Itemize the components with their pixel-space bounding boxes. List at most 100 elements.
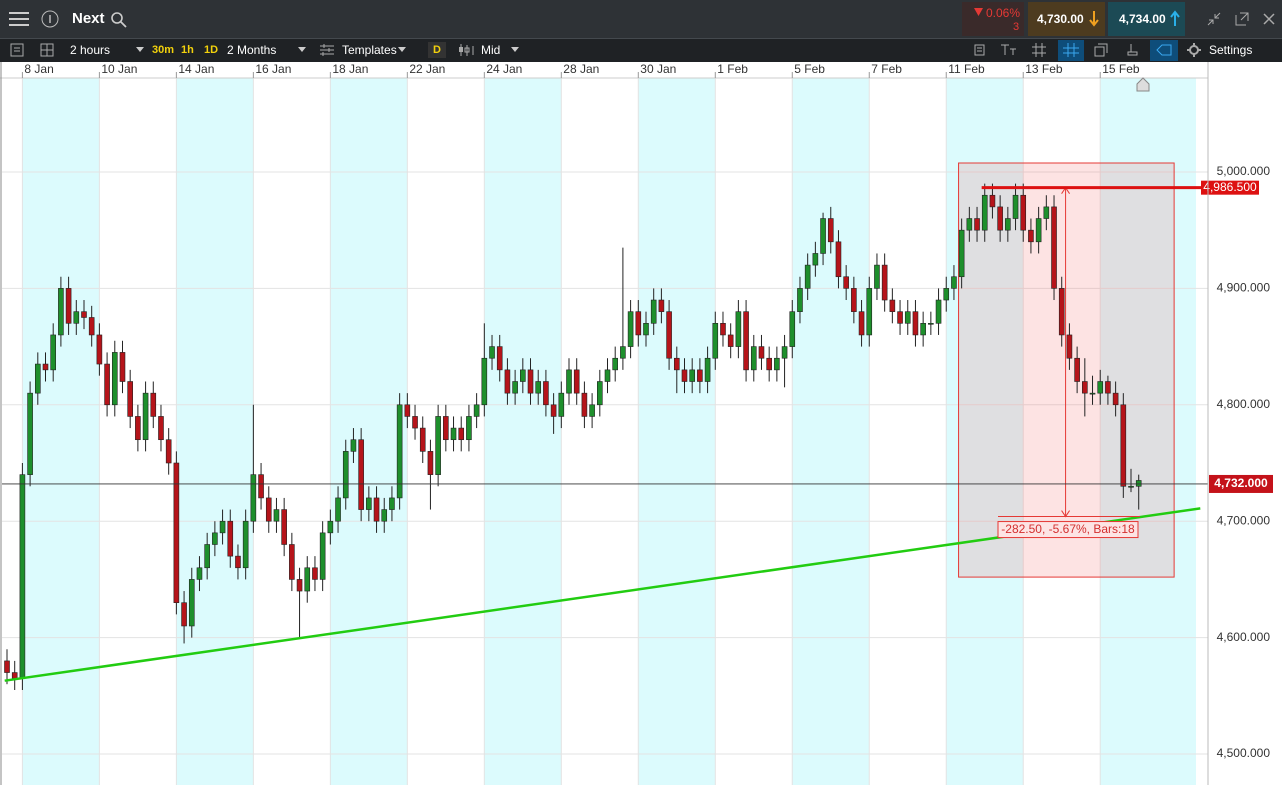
candle-body [235, 555, 241, 569]
marker-icon [1136, 77, 1150, 92]
candle-body [928, 323, 934, 325]
dropdown[interactable] [398, 47, 407, 53]
list-icon[interactable] [10, 43, 24, 57]
candle-body [1028, 229, 1034, 243]
settings[interactable]: Settings [1209, 43, 1253, 57]
candle-body [366, 497, 372, 510]
candle-body [589, 404, 595, 417]
candle-body [265, 497, 272, 522]
x-tick-label: 8 Jan [24, 62, 53, 76]
d-button[interactable]: D [433, 44, 441, 56]
quick-interval[interactable]: 30m [152, 44, 175, 56]
chart-toolbar: 2 hours 30m 1h 1D 2 Months Templates D M… [0, 38, 1282, 62]
candle-body [743, 311, 749, 371]
candle-body [720, 323, 726, 336]
buy-button[interactable] [1108, 2, 1185, 36]
candle-body [50, 334, 56, 371]
tag-icon[interactable] [1156, 44, 1172, 56]
day-band [638, 78, 716, 785]
candle-body [974, 218, 980, 231]
candle-body [812, 253, 819, 266]
dropdown[interactable] [298, 47, 307, 53]
candle-body [273, 509, 280, 522]
d-button-box[interactable] [428, 42, 446, 58]
candle-body [173, 462, 180, 603]
candle-body [704, 357, 711, 382]
close-icon[interactable] [1262, 12, 1276, 26]
candle-body [673, 357, 680, 371]
layout-icon[interactable] [40, 43, 54, 57]
candle-body [781, 346, 788, 359]
chart: -282.50, -5.67%, Bars:18 8 Jan 10 Jan 14 J… [0, 62, 1273, 785]
dropdown[interactable] [511, 47, 520, 53]
x-tick-label: 15 Feb [1102, 62, 1140, 76]
info-icon[interactable] [40, 9, 60, 29]
candle-body [342, 451, 349, 499]
dropdown[interactable] [136, 47, 145, 53]
copy-icon[interactable] [1094, 43, 1108, 57]
y-tick-label: 5,000.000 [1217, 164, 1271, 178]
candle-body [435, 416, 441, 475]
day-band [792, 78, 870, 785]
candle-body [81, 311, 87, 318]
candle-body [1005, 218, 1011, 231]
crosshair-icon[interactable] [1063, 43, 1079, 57]
x-tick-label: 7 Feb [871, 62, 902, 76]
candle-body [866, 288, 873, 336]
text-icon[interactable] [1000, 43, 1018, 57]
popout-icon[interactable] [1234, 11, 1250, 27]
day-band [1100, 78, 1196, 785]
candle-body [543, 381, 549, 406]
day-band [176, 78, 254, 785]
candle-body [412, 416, 418, 429]
candle-body [843, 276, 849, 289]
x-tick-label: 16 Jan [255, 62, 291, 76]
candle-body [566, 369, 572, 394]
templates-icon[interactable] [319, 43, 335, 57]
quick-interval[interactable]: 1h [181, 44, 194, 56]
candle-body [750, 346, 757, 371]
top-bar: Next 0.06% 3 4,730.00 4,734.00 [0, 0, 1282, 38]
grid-icon[interactable] [1032, 43, 1046, 57]
buy-price: 4,734.00 [1119, 12, 1166, 26]
change: 0.06% [986, 6, 1021, 20]
crosshair-button[interactable] [1058, 40, 1084, 61]
candle-body [212, 532, 218, 545]
candle-body [4, 660, 10, 673]
templates[interactable]: Templates [342, 43, 397, 57]
candle-body [1097, 381, 1104, 394]
candle-body [1074, 357, 1080, 382]
candle-body [319, 532, 326, 580]
price-type[interactable]: Mid [481, 43, 501, 57]
candle-body [512, 381, 518, 394]
candle-body [242, 520, 249, 569]
candle-body [666, 311, 672, 359]
sell-button[interactable] [1028, 2, 1105, 36]
candle-icon[interactable] [458, 43, 476, 57]
interval[interactable]: 2 hours [70, 43, 111, 57]
x-tick-label: 14 Jan [178, 62, 214, 76]
settings-icon[interactable] [1187, 43, 1201, 57]
candle-body [181, 602, 187, 627]
candle-body [689, 369, 695, 382]
instrument: Next [72, 10, 105, 27]
x-tick-label: 28 Jan [563, 62, 599, 76]
y-tick-label: 4,500.000 [1217, 746, 1271, 760]
tool-icon[interactable] [972, 43, 986, 57]
candle-body [1128, 485, 1134, 488]
search-icon[interactable] [110, 11, 128, 29]
candle-body [489, 346, 495, 359]
candle-body [1105, 381, 1111, 394]
minimize-icon[interactable] [1206, 11, 1222, 27]
candle-body [419, 427, 426, 452]
alert-icon[interactable] [1126, 43, 1140, 57]
candle-body [820, 218, 826, 254]
quick-interval[interactable]: 1D [204, 44, 219, 56]
range[interactable]: 2 Months [227, 43, 277, 57]
candle-body [258, 474, 264, 499]
candle-body [1020, 194, 1027, 231]
candle-body [1082, 381, 1088, 394]
menu-icon[interactable] [8, 11, 30, 27]
candle-body [681, 369, 688, 382]
